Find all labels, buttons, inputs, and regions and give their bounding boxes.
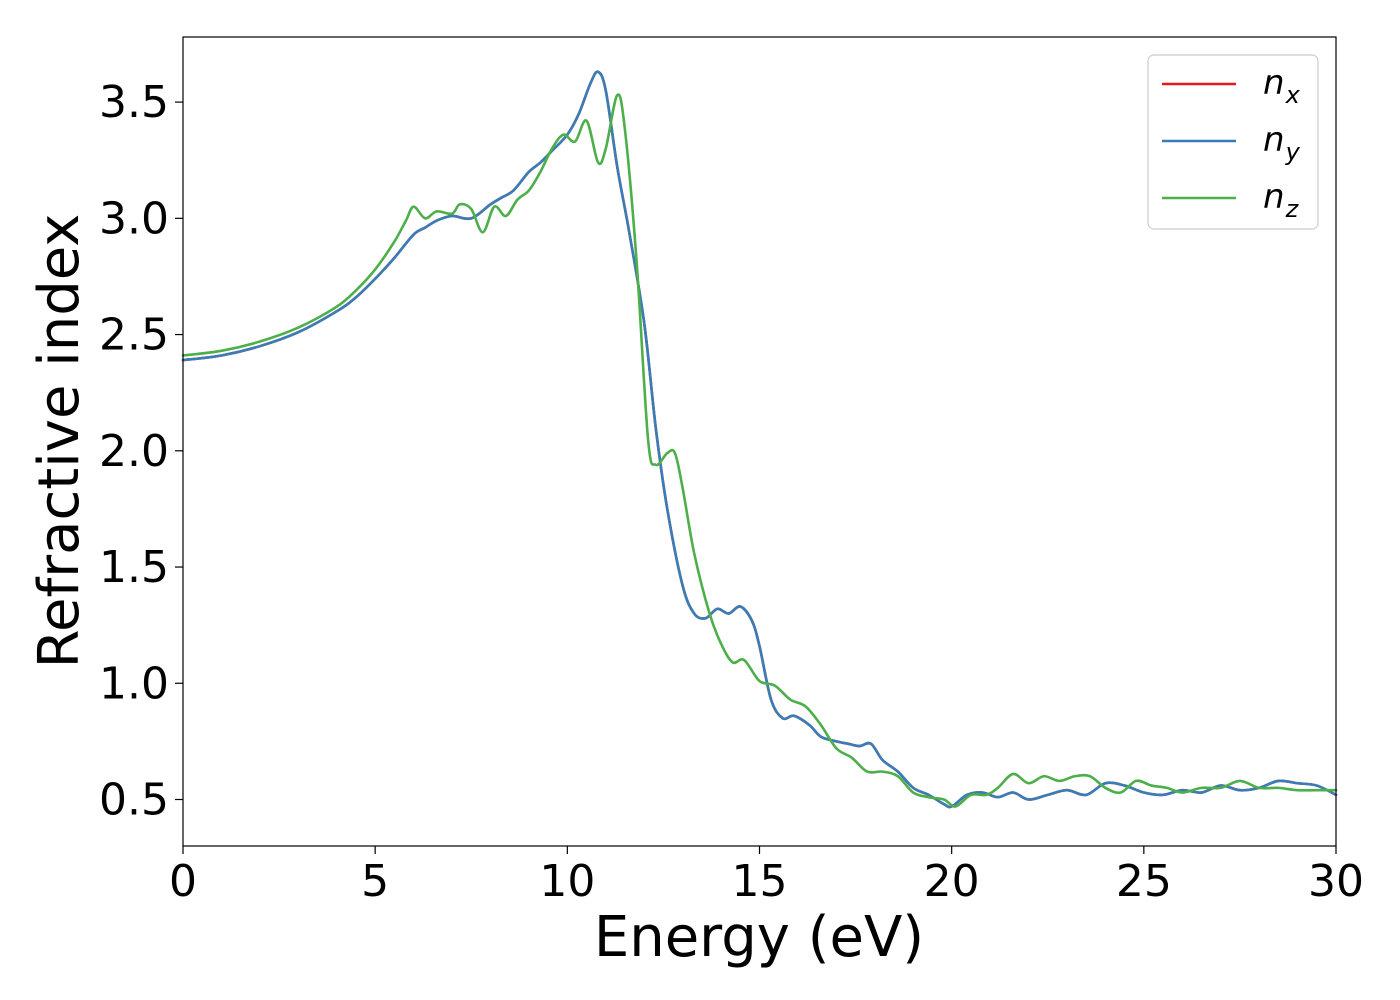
y-tick-label: 2.5 (99, 310, 169, 361)
x-tick-label: 10 (539, 856, 595, 907)
y-tick-label: 1.0 (99, 658, 169, 709)
y-axis-label: Refractive index (27, 214, 92, 669)
y-tick-label: 3.5 (99, 77, 169, 128)
x-tick-label: 30 (1308, 856, 1364, 907)
legend-label-z: nz (1263, 177, 1300, 223)
y-tick-label: 3.0 (99, 193, 169, 244)
x-tick-label: 15 (732, 856, 788, 907)
x-axis: 0 5 10 15 20 25 30 (169, 846, 1364, 907)
y-tick-label: 1.5 (99, 542, 169, 593)
x-axis-label: Energy (eV) (594, 905, 924, 970)
series-line-z (181, 93, 1338, 808)
legend: nx ny nz (1147, 54, 1319, 230)
series-line-y (181, 70, 1338, 809)
y-tick-label: 0.5 (99, 775, 169, 826)
y-tick-label: 2.0 (99, 426, 169, 477)
y-axis: 0.5 1.0 1.5 2.0 2.5 3.0 3.5 (99, 77, 183, 826)
series-layer (181, 70, 1338, 809)
x-tick-label: 5 (361, 856, 389, 907)
x-tick-label: 0 (169, 856, 197, 907)
legend-label-y: ny (1263, 120, 1301, 166)
x-tick-label: 25 (1116, 856, 1172, 907)
x-tick-label: 20 (924, 856, 980, 907)
legend-label-x: nx (1263, 63, 1301, 109)
